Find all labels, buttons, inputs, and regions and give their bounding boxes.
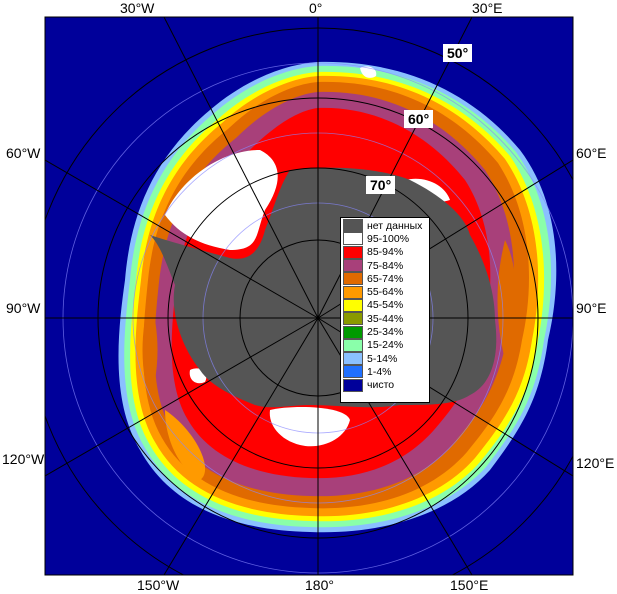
legend-swatch	[343, 352, 363, 366]
legend-label: 65-74%	[367, 272, 404, 285]
legend-swatch	[343, 259, 363, 273]
lon-label-150w: 150°W	[137, 577, 180, 593]
legend-item: чисто	[343, 378, 427, 392]
lat-label-70: 70°	[366, 176, 396, 194]
legend-swatch	[343, 232, 363, 246]
legend-label: 85-94%	[367, 246, 404, 259]
legend-item: 55-64%	[343, 285, 427, 299]
lon-label-120e: 120°E	[576, 455, 615, 471]
legend-swatch	[343, 325, 363, 339]
legend-label: нет данных	[367, 219, 423, 232]
lon-label-180: 180°	[305, 577, 334, 593]
legend-item: 15-24%	[343, 338, 427, 352]
lon-label-90w: 90°W	[6, 300, 41, 316]
lon-label-0: 0°	[309, 0, 323, 16]
legend-label: 45-54%	[367, 299, 404, 312]
lon-label-120w: 120°W	[2, 451, 45, 467]
lon-label-60w: 60°W	[6, 145, 41, 161]
legend-label: 1-4%	[367, 365, 392, 378]
lon-label-90e: 90°E	[576, 300, 607, 316]
legend-swatch	[343, 365, 363, 379]
legend-swatch	[343, 219, 363, 233]
ice-patch-55-64	[165, 410, 206, 480]
legend-item: 1-4%	[343, 365, 427, 379]
ice-patch-65-74	[142, 300, 158, 400]
lon-label-150e: 150°E	[450, 577, 489, 593]
ice-patch-65-74-east	[497, 240, 517, 360]
legend-label: чисто	[367, 379, 395, 392]
legend-swatch	[343, 312, 363, 326]
legend-item: 95-100%	[343, 232, 427, 246]
legend-label: 5-14%	[367, 352, 398, 365]
legend-swatch	[343, 272, 363, 286]
ice-95-north	[360, 66, 377, 78]
legend-swatch	[343, 245, 363, 259]
legend-item: 5-14%	[343, 352, 427, 366]
legend-swatch	[343, 298, 363, 312]
legend-item: 45-54%	[343, 298, 427, 312]
legend-label: 35-44%	[367, 312, 404, 325]
lon-label-60e: 60°E	[576, 145, 607, 161]
legend-item: 85-94%	[343, 245, 427, 259]
legend-label: 55-64%	[367, 286, 404, 299]
lon-label-30w: 30°W	[120, 0, 155, 16]
legend-swatch	[343, 285, 363, 299]
legend-swatch	[343, 338, 363, 352]
lon-label-30e: 30°E	[472, 0, 503, 16]
legend-label: 75-84%	[367, 259, 404, 272]
lat-label-60: 60°	[404, 110, 434, 128]
legend-swatch	[343, 378, 363, 392]
ice-95-ross	[269, 407, 350, 447]
map-frame	[44, 16, 574, 576]
legend-item: 25-34%	[343, 325, 427, 339]
legend: нет данных 95-100% 85-94% 75-84% 65-74% 55-64…	[340, 217, 430, 403]
ice-95-weddell	[165, 150, 278, 250]
legend-item: нет данных	[343, 219, 427, 233]
legend-item: 35-44%	[343, 312, 427, 326]
legend-label: 15-24%	[367, 339, 404, 352]
legend-item: 65-74%	[343, 272, 427, 286]
legend-label: 25-34%	[367, 326, 404, 339]
legend-item: 75-84%	[343, 259, 427, 273]
lat-label-50: 50°	[443, 44, 473, 62]
legend-label: 95-100%	[367, 232, 410, 245]
